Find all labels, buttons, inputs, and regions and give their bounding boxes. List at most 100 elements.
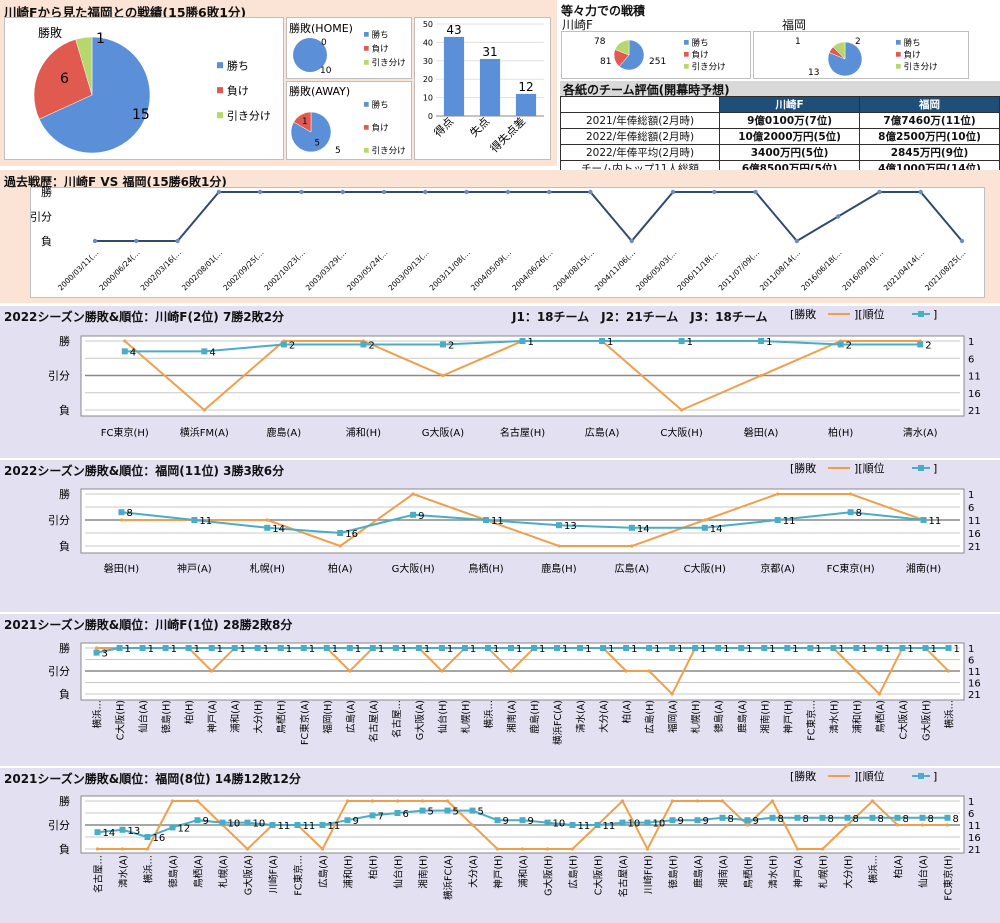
season-rank-marker bbox=[119, 826, 126, 833]
season-left-tick: 勝 bbox=[59, 334, 70, 348]
season-rank-label: 1 bbox=[355, 644, 361, 655]
season-rank-marker bbox=[484, 645, 491, 651]
season-rank-label: 8 bbox=[828, 814, 834, 825]
season-right-tick: 6 bbox=[968, 503, 974, 514]
history-date-label: 2021/08/25(… bbox=[923, 248, 967, 292]
season-right-tick: 1 bbox=[968, 490, 974, 501]
season-right-tick: 16 bbox=[968, 389, 981, 400]
season-category-label: 横浜FM(A) bbox=[180, 426, 229, 439]
season-result-point bbox=[123, 339, 127, 343]
season-rank-marker bbox=[323, 645, 330, 651]
season-rank-label: 1 bbox=[125, 644, 131, 655]
season-result-point bbox=[870, 799, 875, 803]
season-result-point bbox=[545, 847, 550, 851]
season-rank-label: 11 bbox=[278, 821, 291, 832]
season-rank-label: 1 bbox=[723, 644, 729, 655]
season-rank-marker bbox=[444, 807, 451, 814]
equal-fukuoka-slice bbox=[832, 41, 846, 60]
season-right-tick: 16 bbox=[968, 529, 981, 540]
season-result-point bbox=[670, 692, 674, 696]
season-category-label: 横浜… bbox=[92, 700, 104, 729]
season-rank-line bbox=[96, 647, 949, 654]
season-rank-label: 1 bbox=[516, 644, 522, 655]
season-rank-label: 1 bbox=[953, 644, 959, 655]
season-legend-label: [勝敗 bbox=[790, 307, 816, 321]
equal-kawasaki-slice bbox=[614, 39, 630, 56]
season-rank-label: 1 bbox=[930, 644, 936, 655]
season-rank-marker bbox=[600, 645, 607, 651]
season-rank-label: 1 bbox=[654, 644, 660, 655]
eval-cell-fukuoka: 2845万円(9位) bbox=[859, 144, 1000, 161]
season-category-label: 柏(H) bbox=[828, 426, 853, 439]
season-rank-label: 14 bbox=[637, 524, 650, 535]
season-category-label: G大阪(H) bbox=[920, 700, 932, 741]
eval-cell-fukuoka: 8億2500万円(10位) bbox=[859, 128, 1000, 145]
season-left-tick: 引分 bbox=[48, 369, 70, 383]
season-category-label: 広島(H) bbox=[568, 855, 580, 889]
season-rank-label: 1 bbox=[815, 644, 821, 655]
history-point bbox=[877, 189, 882, 195]
season-category-label: 磐田(A) bbox=[744, 426, 779, 439]
equal-kawasaki-slice bbox=[618, 39, 645, 71]
season-rank-label: 8 bbox=[728, 814, 734, 825]
season-rank-label: 9 bbox=[353, 816, 359, 827]
season-category-label: FC東京… bbox=[805, 700, 817, 741]
season-rank-label: 2 bbox=[846, 340, 852, 351]
away-legend-swatch bbox=[364, 102, 369, 107]
season-rank-label: 1 bbox=[861, 644, 867, 655]
season-category-label: 名古屋(H) bbox=[500, 426, 545, 439]
season-rank-label: 8 bbox=[778, 814, 784, 825]
home-legend-label: 勝ち bbox=[372, 30, 389, 41]
home-legend-swatch bbox=[364, 60, 369, 65]
season-rank-marker bbox=[319, 822, 326, 828]
equal-f-label-loss: 1 bbox=[795, 37, 801, 47]
season-rank-label: 2 bbox=[368, 340, 374, 351]
season-rank-label: 1 bbox=[171, 644, 177, 655]
season-rank-label: 11 bbox=[783, 516, 796, 527]
season-rank-marker bbox=[280, 341, 287, 348]
season-legend-label: [勝敗 bbox=[790, 461, 816, 475]
season-category-label: 名古屋… bbox=[391, 700, 403, 738]
season-rank-label: 1 bbox=[792, 644, 798, 655]
history-point bbox=[134, 238, 139, 244]
season-category-label: 横浜… bbox=[868, 855, 880, 884]
season-rank-label: 1 bbox=[401, 644, 407, 655]
season-result-point bbox=[895, 823, 900, 827]
season-rank-marker bbox=[439, 341, 446, 348]
season-rank-marker bbox=[369, 812, 376, 819]
season-category-label: 横浜… bbox=[943, 700, 955, 729]
eval-cell-fukuoka: 7億7460万(11位) bbox=[859, 112, 1000, 129]
away-label-extra: 5 bbox=[335, 146, 341, 156]
equal-k-label-draw: 78 bbox=[594, 37, 606, 47]
season-left-tick: 負 bbox=[59, 843, 70, 856]
season-category-label: 鹿島(A) bbox=[267, 426, 302, 439]
season-rank-label: 11 bbox=[929, 516, 942, 527]
season-rank-label: 1 bbox=[631, 644, 637, 655]
season-rank-marker bbox=[194, 817, 201, 824]
season-result-point bbox=[395, 799, 400, 803]
season-category-label: 札幌(H) bbox=[460, 700, 472, 734]
season-rank-label: 1 bbox=[240, 644, 246, 655]
season-result-point bbox=[145, 847, 150, 851]
history-point bbox=[381, 189, 387, 195]
history-date-label: 2000/03/11(… bbox=[56, 248, 100, 292]
season-rank-marker bbox=[264, 524, 271, 531]
season-result-point bbox=[647, 669, 651, 673]
equal-title: 等々力での戦積 bbox=[561, 4, 646, 18]
season-rank-label: 1 bbox=[539, 644, 545, 655]
season-rank-label: 1 bbox=[148, 644, 154, 655]
season-category-label: FC東京(H) bbox=[943, 855, 955, 901]
season-rank-marker bbox=[922, 645, 929, 651]
season-rank-label: 1 bbox=[309, 644, 315, 655]
season-legend-label: ] bbox=[933, 462, 937, 475]
season-rank-label: 1 bbox=[332, 644, 338, 655]
season-category-label: 広島(A) bbox=[345, 700, 357, 733]
season-category-label: 浦和(A) bbox=[518, 855, 530, 888]
season-category-label: 福岡(A) bbox=[667, 700, 679, 733]
history-date-label: 2002/09/25(… bbox=[221, 248, 265, 292]
season-rank-marker bbox=[623, 645, 630, 651]
season-rank-marker bbox=[917, 341, 924, 348]
